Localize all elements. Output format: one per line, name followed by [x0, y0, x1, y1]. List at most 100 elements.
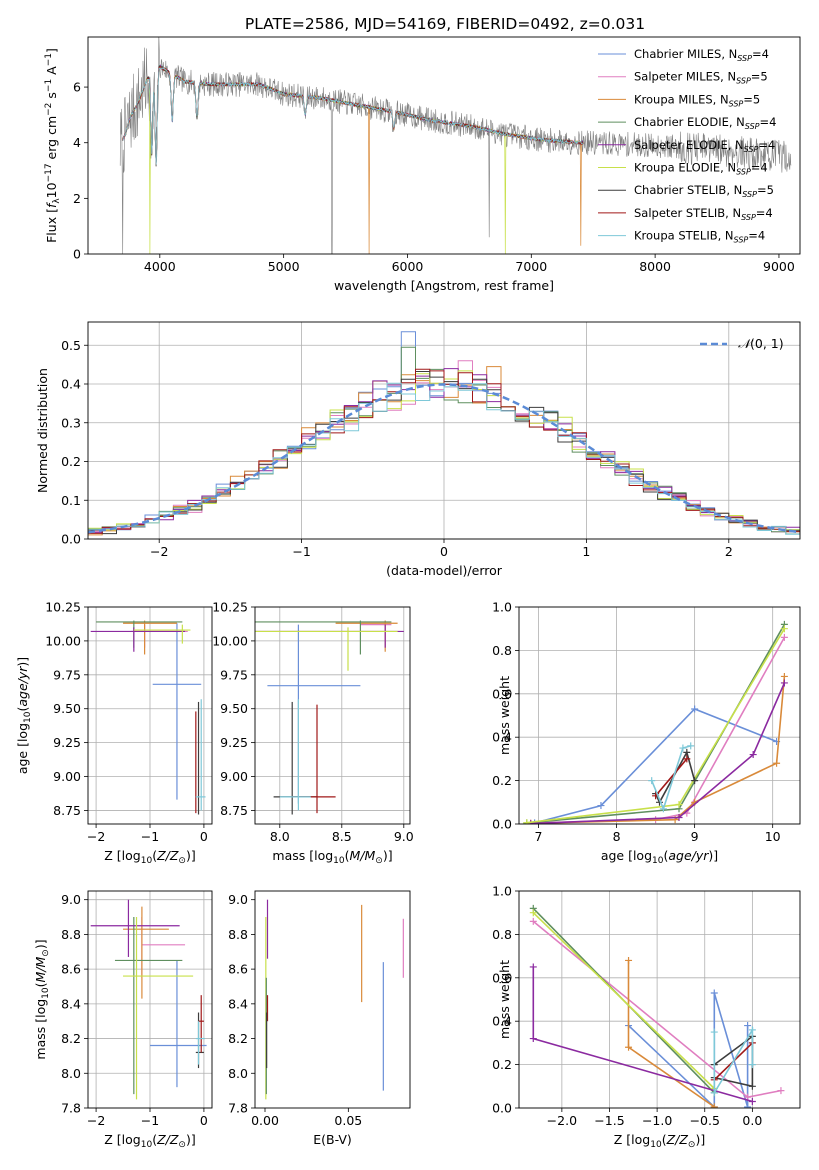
series-marker	[780, 625, 788, 633]
x-tick-label: 6000	[392, 259, 424, 274]
x-tick-label: 0.00	[251, 1113, 279, 1128]
x-tick-label: 8	[613, 829, 621, 844]
errorbars-age_vs_mass	[255, 620, 404, 815]
x-tick-label: −2	[87, 1113, 105, 1128]
y-tick-label: 10.00	[212, 633, 248, 648]
x-tick-label: −1.0	[642, 1113, 672, 1128]
y-tick-label: 8.8	[228, 927, 248, 942]
model-line-kroupa-elodie	[122, 65, 584, 254]
y-axis-label-massweight_vs_age: mass weight	[497, 676, 512, 755]
spectrum-plot	[119, 37, 792, 254]
legend-entry: Chabrier STELIB, NSSP=5	[634, 183, 774, 199]
y-tick-label: 0.0	[61, 532, 81, 547]
ebv-errorbars	[265, 899, 404, 1100]
series-marker	[780, 672, 788, 680]
series-marker	[773, 759, 781, 767]
series-line	[627, 960, 715, 1108]
y-tick-label: 2	[73, 191, 81, 206]
y-tick-label: 8.6	[61, 962, 81, 977]
y-tick-label: 9.00	[53, 769, 81, 784]
y-tick-label: 8.4	[228, 996, 248, 1011]
y-tick-label: 9.0	[61, 892, 81, 907]
x-tick-label: −1	[141, 1113, 159, 1128]
legend-entry: Kroupa STELIB, NSSP=4	[634, 229, 765, 245]
legend-entry: Salpeter STELIB, NSSP=4	[634, 206, 773, 222]
series-line	[713, 1027, 754, 1096]
x-tick-label: −1	[141, 829, 159, 844]
series-marker	[679, 744, 687, 752]
series-marker	[710, 1103, 718, 1108]
frame-massweight_vs_age	[518, 606, 801, 825]
series-line	[532, 967, 753, 1103]
x-tick-label: 8.0	[270, 829, 290, 844]
y-axis-label-massweight_vs_Z: mass weight	[497, 960, 512, 1039]
x-tick-label: 5000	[268, 259, 300, 274]
x-tick-label: −1.5	[594, 1113, 624, 1128]
x-tick-label: 7000	[515, 259, 547, 274]
normal-curve	[88, 383, 800, 534]
y-tick-label: 9.50	[53, 701, 81, 716]
series-line	[654, 750, 696, 805]
series-marker	[675, 813, 683, 821]
series-marker	[777, 1087, 785, 1095]
model-line-chabrier-stelib	[122, 65, 584, 167]
series-marker	[691, 705, 699, 713]
model-line-chabrier-miles	[122, 64, 584, 166]
y-tick-label: 7.8	[61, 1101, 81, 1116]
y-tick-label: 8.2	[61, 1031, 81, 1046]
series-marker	[744, 1022, 752, 1030]
legend-entry: Salpeter ELODIE, NSSP=4	[634, 138, 775, 154]
y-tick-label: 6	[73, 80, 81, 95]
x-tick-label: −1	[292, 544, 310, 559]
y-tick-label: 0.5	[61, 338, 81, 353]
y-tick-label: 0.0	[492, 817, 512, 832]
x-axis-label-massweight_vs_Z: Z [log10(Z/Z⊙)]	[614, 1132, 705, 1150]
series-marker	[529, 1035, 537, 1043]
y-tick-label: 9.50	[220, 701, 248, 716]
lines-massweight_vs_age	[523, 620, 788, 824]
y-tick-label: 8.75	[53, 803, 81, 818]
x-tick-label: 9000	[763, 259, 795, 274]
figure-title: PLATE=2586, MJD=54169, FIBERID=0492, z=0…	[245, 15, 645, 33]
x-tick-label: 10	[765, 829, 781, 844]
x-tick-label: 9	[691, 829, 699, 844]
model-line-salpeter-stelib	[122, 65, 584, 164]
frame-residuals	[87, 321, 801, 540]
x-axis-label-mass_vs_Z: Z [log10(Z/Z⊙)]	[104, 1132, 195, 1150]
y-tick-label: 10.25	[212, 600, 248, 615]
series-marker	[780, 633, 788, 641]
x-tick-label: 2	[725, 544, 733, 559]
y-tick-label: 10.25	[45, 600, 81, 615]
axes-residuals: −2 −1 0 1 2 0.0 0.1 0.2 0.3 0.4 0.5	[61, 322, 800, 559]
series-marker	[780, 679, 788, 687]
x-axis-label-age_vs_Z: Z [log10(Z/Z⊙)]	[104, 848, 195, 866]
residual-histograms	[88, 331, 800, 538]
y-tick-label: 0.2	[492, 773, 512, 788]
x-axis-label-mass_vs_ebv: E(B-V)	[313, 1132, 352, 1147]
x-tick-label: 9.0	[394, 829, 414, 844]
series-marker	[683, 748, 691, 756]
y-tick-label: 9.00	[220, 769, 248, 784]
model-line-kroupa-stelib	[122, 67, 584, 165]
y-tick-label: 0.3	[61, 415, 81, 430]
axes-age_vs_Z: −2 −1 0 8.75 9.00 9.25 9.50 9.75 10.00 10.25	[45, 600, 212, 844]
y-tick-label: 8.0	[61, 1066, 81, 1081]
series-line	[654, 758, 688, 797]
model-line-salpeter-elodie	[122, 64, 584, 166]
x-tick-label: −0.5	[690, 1113, 720, 1128]
axes-massweight_vs_Z: −2.0 −1.5 −1.0 −0.5 0.0 0.0 0.2 0.4 0.6 0.8 1.0	[492, 884, 800, 1128]
series-marker	[659, 805, 667, 813]
y-tick-label: 0.1	[61, 493, 81, 508]
frame-massweight_vs_Z	[518, 890, 801, 1109]
y-tick-label: 8.75	[220, 803, 248, 818]
y-tick-label: 9.75	[220, 667, 248, 682]
y-axis-label-age_vs_Z: age [log10(age/yr)]	[15, 657, 33, 774]
y-tick-label: 0.4	[61, 377, 81, 392]
residual-legend: 𝒩(0, 1)	[700, 336, 784, 351]
legend-entry-normal: 𝒩(0, 1)	[738, 336, 784, 351]
legend-entry: Chabrier ELODIE, NSSP=4	[634, 115, 776, 131]
y-tick-label: 0.4	[492, 730, 512, 745]
y-tick-label: 0.8	[492, 927, 512, 942]
x-axis-label-spectrum: wavelength [Angstrom, rest frame]	[334, 278, 554, 293]
